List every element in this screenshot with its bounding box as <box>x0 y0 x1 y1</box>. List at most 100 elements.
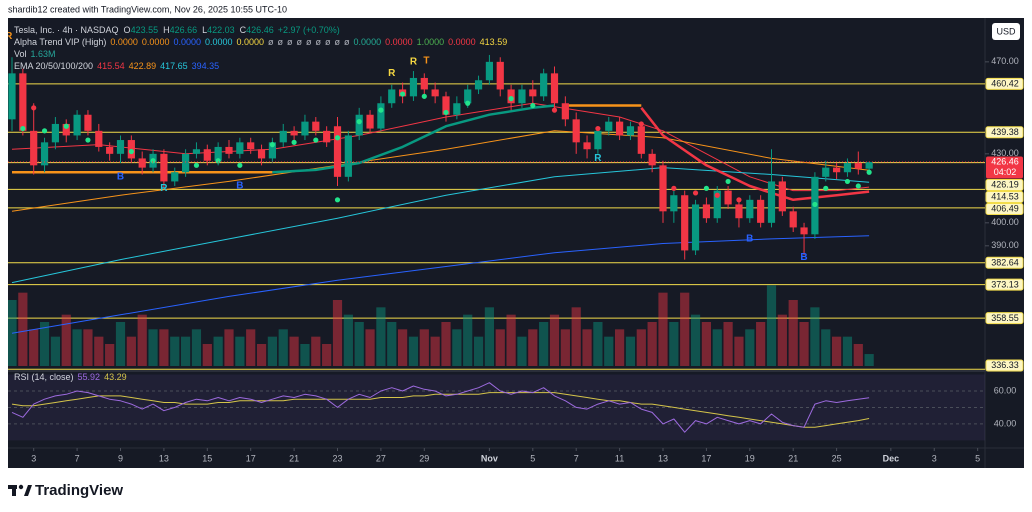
candle-body <box>561 103 569 120</box>
candle-body <box>160 153 168 182</box>
signal-dot <box>313 137 319 143</box>
signal-dot <box>725 178 731 185</box>
legend-item: 422.03 <box>207 25 235 35</box>
legend-item: O <box>124 25 131 35</box>
candle-body <box>453 103 461 115</box>
signal-dot <box>128 148 134 155</box>
volume-bar <box>430 336 440 366</box>
candle-body <box>843 163 852 173</box>
level-badge <box>985 359 1024 372</box>
legend-item: 426.46 <box>246 25 274 35</box>
volume-bar <box>213 336 223 366</box>
candle-body <box>550 73 559 104</box>
volume-bar <box>343 314 353 366</box>
symbol-legend: Tesla, Inc. · 4h · NASDAQ O423.55 H426.66 L… <box>14 25 340 35</box>
volume-bar <box>181 336 191 366</box>
alpha-trend-line <box>272 104 555 174</box>
signal-dot <box>31 105 37 111</box>
volume-bar <box>202 344 212 366</box>
legend-item: 426.66 <box>170 25 198 35</box>
volume-bar <box>408 336 419 366</box>
level-badge-label: 406.49 <box>991 204 1019 214</box>
legend-item: ø <box>268 37 274 47</box>
candle-body <box>616 121 624 136</box>
alpha-trend-line <box>640 107 870 202</box>
x-tick-label: 13 <box>159 453 169 463</box>
candle-body <box>724 190 732 205</box>
candle-body <box>485 61 493 81</box>
signal-dot <box>714 192 720 198</box>
currency-box[interactable] <box>992 23 1020 40</box>
volume-bar <box>484 307 494 366</box>
volume-bar <box>799 322 809 366</box>
candle-body <box>540 73 548 97</box>
candle-body <box>713 190 721 219</box>
legend-item: 1.63M <box>31 49 56 59</box>
volume-bar <box>539 322 549 366</box>
legend-item: 422.89 <box>129 61 157 71</box>
ema-line <box>11 130 870 212</box>
signal-label: R <box>388 68 396 79</box>
candle-body <box>431 89 439 97</box>
ema-line <box>11 102 870 192</box>
signal-dot <box>866 169 872 175</box>
candle-body <box>73 114 81 136</box>
volume-bar <box>224 329 234 366</box>
signal-dot <box>334 197 341 203</box>
legend-item: +2.97 (+0.70%) <box>278 25 340 35</box>
x-tick-label: 27 <box>376 453 386 463</box>
volume-bar <box>712 329 722 366</box>
y-tick-label: 390.00 <box>991 240 1019 250</box>
volume-bar <box>636 329 646 366</box>
legend-item: ø <box>325 37 331 47</box>
volume-bar <box>452 329 462 366</box>
candle-body <box>518 89 526 104</box>
volume-bar <box>332 300 343 366</box>
signal-label: R <box>5 31 13 42</box>
signal-dot <box>400 91 406 97</box>
price-badge-label: 426.46 <box>991 156 1019 166</box>
signal-dot <box>443 109 449 116</box>
volume-bar <box>853 344 863 366</box>
candle-body <box>637 126 645 154</box>
volume-bar <box>419 329 429 366</box>
currency[interactable]: USD <box>996 26 1016 36</box>
legend-item: ø <box>306 37 312 47</box>
volume-bar <box>322 344 332 366</box>
legend-item: 0.0000 <box>205 37 233 47</box>
candle-body <box>95 130 103 147</box>
x-tick-label: 17 <box>246 453 256 463</box>
candle-body <box>247 142 255 150</box>
volume-bar <box>29 329 39 366</box>
signal-dot <box>779 197 785 203</box>
x-tick-label: Dec <box>883 453 900 463</box>
legend-item: 0.0000 <box>354 37 382 47</box>
volume-bar <box>571 307 581 366</box>
candle-body <box>51 123 59 143</box>
legend-item: ø <box>335 37 341 47</box>
candle-body <box>789 211 797 228</box>
candle-body <box>757 199 765 223</box>
volume-bar <box>387 322 397 366</box>
candle-body <box>681 195 689 251</box>
candle-body <box>203 149 211 161</box>
legend-item: 0.0000 <box>173 37 201 47</box>
y-tick-label: 470.00 <box>991 56 1019 66</box>
legend-item: ø <box>344 37 350 47</box>
volume-bar <box>137 314 147 366</box>
volume-bar <box>832 336 842 366</box>
legend-item: ø <box>297 37 303 47</box>
candle-body <box>594 130 602 150</box>
legend-item: RSI (14, close) <box>14 372 74 382</box>
legend-item: 415.54 <box>97 61 125 71</box>
volume-bar <box>72 329 82 366</box>
signal-label: R <box>160 183 168 194</box>
signal-label: R <box>594 153 602 164</box>
x-tick-label: 21 <box>788 453 798 463</box>
legend-item: ø <box>316 37 322 47</box>
level-badge-label: 373.13 <box>991 279 1019 289</box>
candle-body <box>171 172 179 182</box>
candle-body <box>236 142 244 154</box>
volume-bar <box>170 336 180 366</box>
